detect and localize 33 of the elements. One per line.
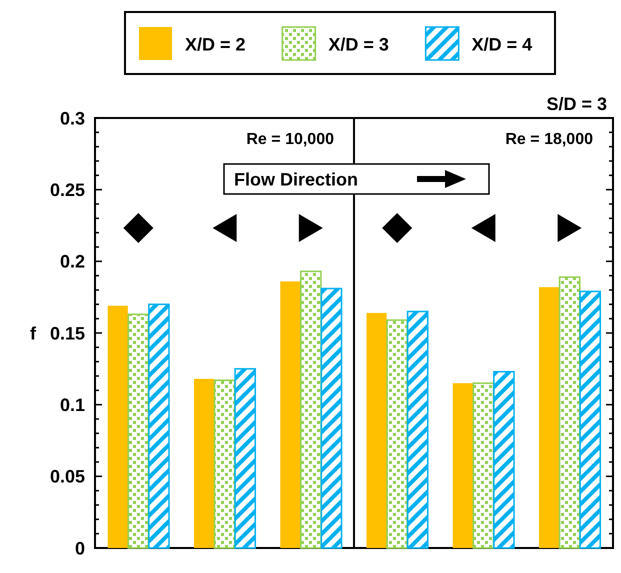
bar	[579, 290, 602, 549]
bar	[493, 370, 515, 549]
legend-label: X/D = 4	[472, 34, 532, 54]
bar	[108, 306, 128, 548]
bar	[148, 304, 170, 549]
bar	[128, 314, 150, 549]
bar	[280, 281, 300, 548]
annotation: Re = 10,000	[246, 131, 334, 148]
bar	[538, 287, 560, 548]
bar	[366, 312, 387, 548]
bar	[300, 270, 322, 549]
annotation: Flow Direction	[234, 169, 358, 190]
y-tick-label: 0.3	[60, 108, 85, 128]
y-tick-label: 0.1	[60, 394, 85, 415]
bar	[320, 288, 342, 549]
bar	[558, 276, 580, 549]
bar	[194, 378, 214, 548]
y-axis-title: f	[30, 323, 37, 344]
y-tick-label: 0.15	[50, 323, 85, 344]
bar	[452, 383, 473, 548]
text: S/D = 3	[546, 94, 607, 114]
bar	[472, 382, 494, 549]
bar	[234, 368, 256, 549]
y-tick-label: 0.25	[50, 180, 85, 200]
bar	[386, 319, 408, 549]
legend-label: X/D = 3	[328, 34, 389, 54]
bar	[406, 310, 429, 549]
annotation: Re = 18,000	[505, 131, 594, 148]
y-tick-label: 0.2	[60, 252, 85, 272]
y-tick-label: 0.05	[50, 466, 85, 487]
y-tick-label: 0	[74, 538, 85, 558]
legend-label: X/D = 2	[185, 34, 246, 54]
bar	[214, 380, 236, 549]
